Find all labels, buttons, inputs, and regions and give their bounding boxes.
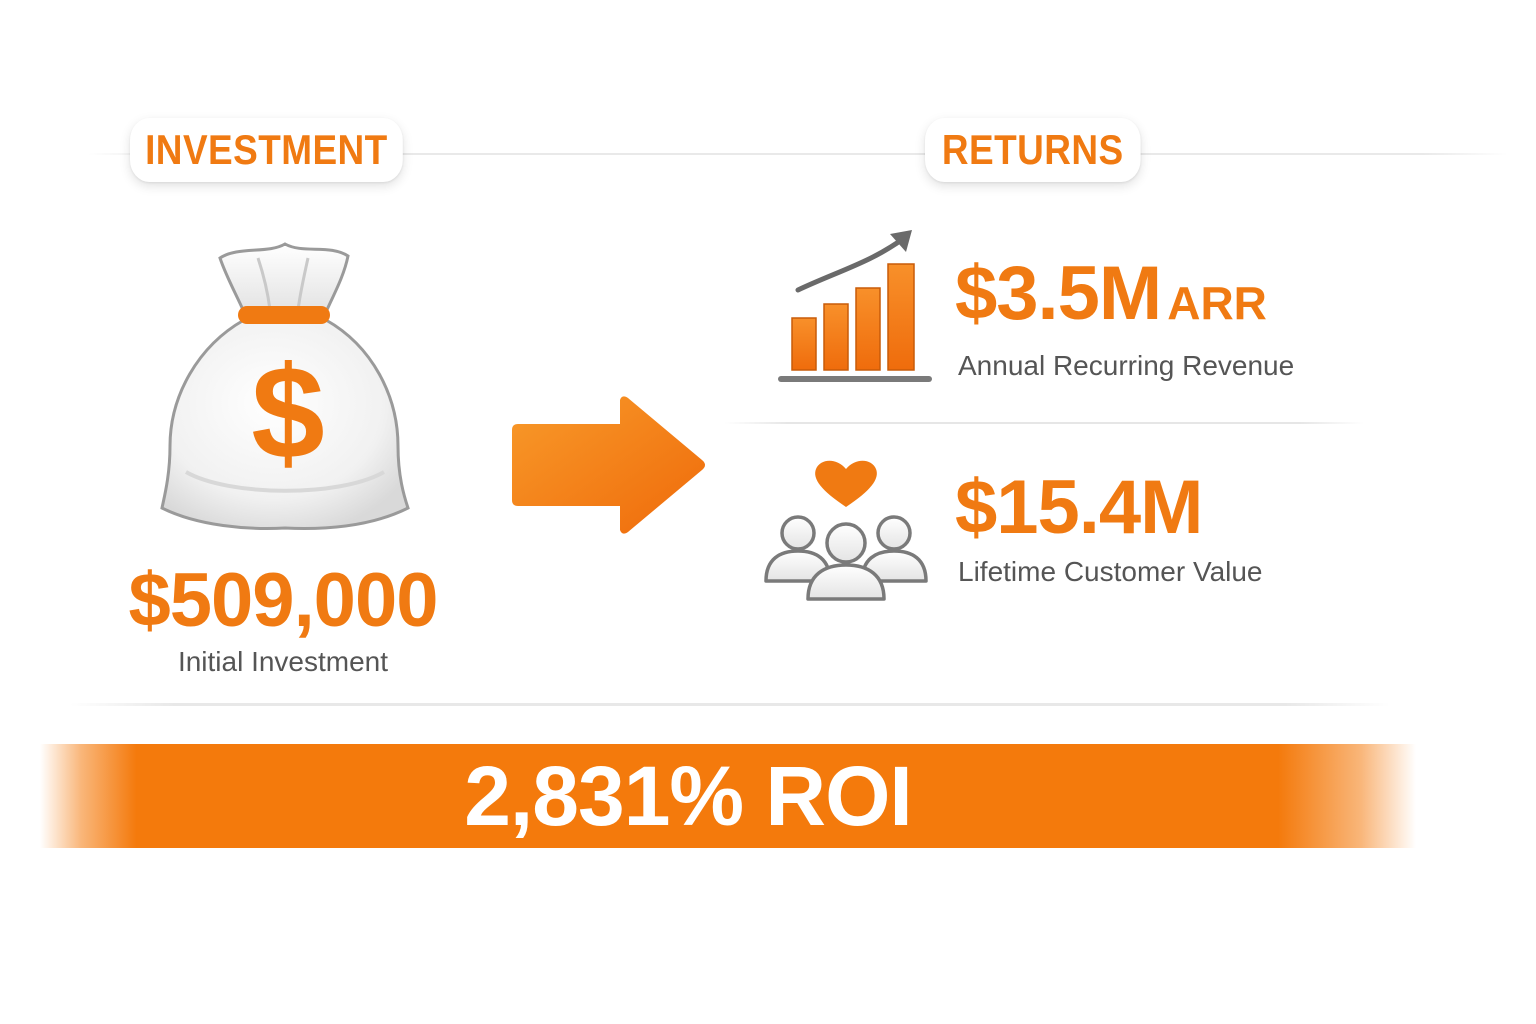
svg-text:$: $ [251, 339, 324, 486]
growth-bar-chart-icon [778, 230, 932, 382]
investment-label: Initial Investment [177, 646, 389, 677]
customers-heart-icon [764, 460, 928, 601]
investment-heading: INVESTMENT [130, 118, 403, 182]
arr-suffix: ARR [1167, 277, 1267, 329]
arr-amount-value: $3.5M [955, 251, 1162, 336]
ltv-label: Lifetime Customer Value [958, 556, 1263, 587]
roi-value: 2,831% ROI [464, 748, 913, 843]
investment-amount: $509,000 [128, 558, 439, 643]
returns-heading: RETURNS [925, 118, 1141, 182]
arrow-right-icon [512, 396, 705, 534]
arr-amount: $3.5M ARR [955, 256, 1267, 332]
returns-divider [724, 422, 1364, 424]
header-guide-line [88, 153, 1508, 155]
money-bag-icon: $ [160, 242, 410, 530]
arr-label: Annual Recurring Revenue [958, 350, 1295, 381]
section-separator [70, 703, 1390, 706]
ltv-amount: $15.4M [955, 465, 1203, 550]
roi-banner [40, 744, 1416, 848]
